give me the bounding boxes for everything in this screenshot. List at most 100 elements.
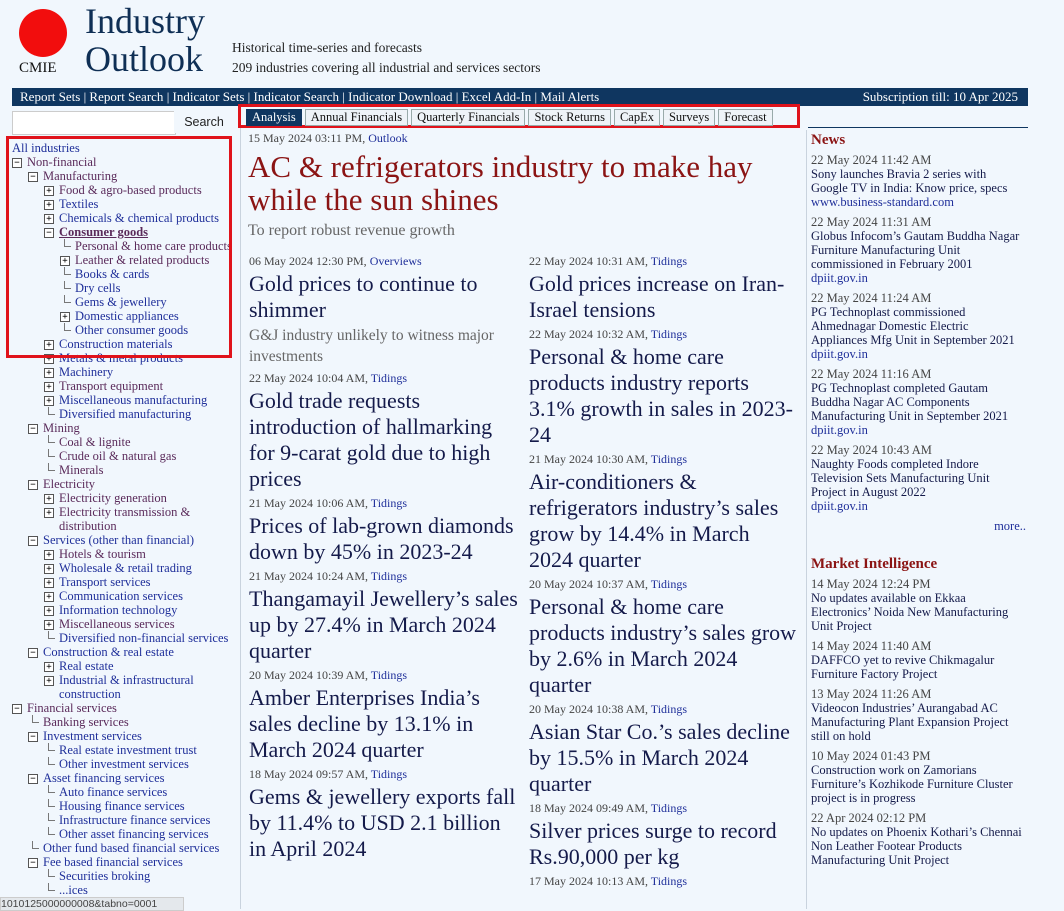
nav-link-report-search[interactable]: Report Search [89, 89, 164, 104]
tree-item[interactable]: Real estate investment trust [0, 743, 240, 757]
search-button[interactable]: Search [174, 111, 234, 133]
tree-item[interactable]: + Communication services [0, 589, 240, 603]
tree-item-label[interactable]: Food & agro-based products [59, 183, 202, 197]
tree-item[interactable]: Other fund based financial services [0, 841, 240, 855]
tree-item-label[interactable]: Personal & home care products [75, 239, 232, 253]
collapse-icon[interactable]: − [28, 858, 38, 868]
collapse-icon[interactable]: − [28, 480, 38, 490]
tree-item-label[interactable]: Manufacturing [43, 169, 118, 183]
search-input[interactable] [12, 111, 176, 135]
tree-item[interactable]: − Electricity [0, 477, 240, 491]
article-source-link[interactable]: Overviews [369, 254, 422, 268]
tree-item-label[interactable]: Banking services [43, 715, 129, 729]
tree-item-label[interactable]: Wholesale & retail trading [59, 561, 192, 575]
nav-link-indicator-download[interactable]: Indicator Download [348, 89, 453, 104]
tree-item[interactable]: + Textiles [0, 197, 240, 211]
tree-item-label[interactable]: Gems & jewellery [75, 295, 167, 309]
tree-item[interactable]: Diversified non-financial services [0, 631, 240, 645]
tree-item-label[interactable]: Communication services [59, 589, 183, 603]
tree-item-label[interactable]: Miscellaneous services [59, 617, 175, 631]
tree-item[interactable]: + Wholesale & retail trading [0, 561, 240, 575]
article-title[interactable]: Personal & home care products industry r… [529, 344, 793, 447]
tree-item[interactable]: + Food & agro-based products [0, 183, 240, 197]
article-source-link[interactable]: Tidings [370, 668, 408, 682]
tree-item[interactable]: Other consumer goods [0, 323, 240, 337]
article-source-link[interactable]: Tidings [650, 874, 688, 888]
news-title[interactable]: Sony launches Bravia 2 series with Googl… [811, 167, 1008, 195]
tree-item-label[interactable]: Real estate investment trust [59, 743, 197, 757]
expand-icon[interactable]: + [44, 354, 54, 364]
article-source-link[interactable]: Tidings [650, 577, 688, 591]
tree-item-label[interactable]: Chemicals & chemical products [59, 211, 220, 225]
expand-icon[interactable]: + [44, 214, 54, 224]
tab-capex[interactable]: CapEx [613, 109, 660, 126]
collapse-icon[interactable]: − [12, 158, 22, 168]
news-source-link[interactable]: dpiit.gov.in [811, 423, 868, 437]
expand-icon[interactable]: + [44, 200, 54, 210]
expand-icon[interactable]: + [44, 592, 54, 602]
tree-item-label[interactable]: Dry cells [75, 281, 121, 295]
article-title[interactable]: Asian Star Co.’s sales decline by 15.5% … [529, 719, 790, 796]
tree-item-label[interactable]: Coal & lignite [59, 435, 131, 449]
tree-item[interactable]: + Electricity generation [0, 491, 240, 505]
nav-link-excel-add-in[interactable]: Excel Add-In [461, 89, 532, 104]
collapse-icon[interactable]: − [44, 228, 54, 238]
tree-item-label[interactable]: Other fund based financial services [43, 841, 220, 855]
tree-item[interactable]: Securities broking [0, 869, 240, 883]
tree-item-label[interactable]: Infrastructure finance services [59, 813, 211, 827]
tree-item[interactable]: Infrastructure finance services [0, 813, 240, 827]
tree-item-label[interactable]: Other asset financing services [59, 827, 209, 841]
tree-item-label[interactable]: Services (other than financial) [43, 533, 194, 547]
collapse-icon[interactable]: − [12, 704, 22, 714]
tree-item[interactable]: − Financial services [0, 701, 240, 715]
article-title[interactable]: Personal & home care products industry’s… [529, 594, 797, 697]
expand-icon[interactable]: + [44, 620, 54, 630]
tree-item[interactable]: + Machinery [0, 365, 240, 379]
tree-item-label[interactable]: Other investment services [59, 757, 189, 771]
expand-icon[interactable]: + [44, 396, 54, 406]
tree-item-label[interactable]: Non-financial [27, 155, 97, 169]
tree-item[interactable]: ...ices [0, 883, 240, 897]
tree-item-label[interactable]: Investment services [43, 729, 142, 743]
expand-icon[interactable]: + [44, 186, 54, 196]
tree-item-label[interactable]: Securities broking [59, 869, 151, 883]
tree-item-label[interactable]: Books & cards [75, 267, 150, 281]
article-title[interactable]: Silver prices surge to record Rs.90,000 … [529, 818, 777, 869]
article-source-link[interactable]: Tidings [370, 569, 408, 583]
tree-item[interactable]: All industries [0, 141, 240, 155]
tree-item[interactable]: Diversified manufacturing [0, 407, 240, 421]
nav-link-report-sets[interactable]: Report Sets [20, 89, 81, 104]
article-source-link[interactable]: Tidings [650, 327, 688, 341]
expand-icon[interactable]: + [44, 578, 54, 588]
hero-title[interactable]: AC & refrigerators industry to make hay … [248, 149, 753, 217]
tree-item-label[interactable]: Textiles [59, 197, 99, 211]
news-source-link[interactable]: dpiit.gov.in [811, 271, 868, 285]
tree-item-label[interactable]: Asset financing services [43, 771, 165, 785]
tree-item[interactable]: − Mining [0, 421, 240, 435]
tree-item-label[interactable]: Hotels & tourism [59, 547, 146, 561]
article-title[interactable]: Amber Enterprises India’s sales decline … [249, 685, 480, 762]
tree-item-label[interactable]: Crude oil & natural gas [59, 449, 177, 463]
tree-item-label[interactable]: Transport services [59, 575, 151, 589]
tree-item-label[interactable]: Mining [43, 421, 80, 435]
tree-item[interactable]: + Miscellaneous manufacturing [0, 393, 240, 407]
tree-item-label[interactable]: Leather & related products [75, 253, 210, 267]
expand-icon[interactable]: + [44, 508, 54, 518]
article-source-link[interactable]: Tidings [650, 801, 688, 815]
site-title[interactable]: Industry Outlook [85, 1, 205, 79]
article-title[interactable]: Gold trade requests introduction of hall… [249, 388, 493, 491]
tree-item[interactable]: Personal & home care products [0, 239, 240, 253]
tree-item[interactable]: Dry cells [0, 281, 240, 295]
tree-item-label[interactable]: Fee based financial services [43, 855, 183, 869]
tree-item[interactable]: Gems & jewellery [0, 295, 240, 309]
tab-stock-returns[interactable]: Stock Returns [528, 109, 611, 126]
nav-link-indicator-search[interactable]: Indicator Search [253, 89, 340, 104]
collapse-icon[interactable]: − [28, 536, 38, 546]
tree-item-label[interactable]: Transport equipment [59, 379, 164, 393]
article-title[interactable]: Gems & jewellery exports fall by 11.4% t… [249, 784, 516, 861]
expand-icon[interactable]: + [44, 368, 54, 378]
tree-item-label[interactable]: Electricity [43, 477, 96, 491]
article-source-link[interactable]: Tidings [370, 371, 408, 385]
tree-item-label[interactable]: ...ices [59, 883, 88, 897]
mi-title[interactable]: Construction work on Zamorians Furniture… [811, 763, 1013, 805]
